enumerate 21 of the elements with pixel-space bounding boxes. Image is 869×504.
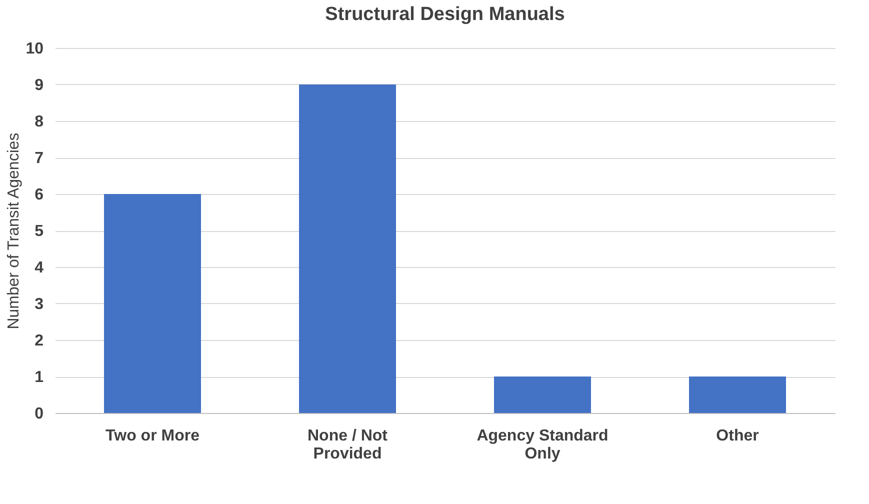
y-tick-label: 6 <box>34 186 44 204</box>
x-tick-label: None / Not Provided <box>308 428 388 462</box>
y-tick-label: 0 <box>34 406 44 422</box>
bar <box>494 376 591 413</box>
y-axis-title: Number of Transit Agencies <box>6 132 23 330</box>
bar <box>689 376 786 413</box>
x-tick-label: Two or More <box>106 428 200 444</box>
y-tick-label: 3 <box>34 296 44 313</box>
y-tick-label: 10 <box>26 40 44 58</box>
y-tick-label: 8 <box>34 114 44 130</box>
y-tick-label: 2 <box>34 332 44 350</box>
y-tick-label: 4 <box>34 260 44 276</box>
chart-title: Structural Design Manuals <box>325 4 565 25</box>
y-tick-label: 7 <box>34 150 44 167</box>
y-tick-label: 9 <box>34 77 44 94</box>
y-tick-label: 5 <box>34 223 44 240</box>
bar <box>299 84 396 413</box>
x-tick-label: Agency Standard Only <box>476 428 608 462</box>
x-tick-label: Other <box>716 428 759 444</box>
bar <box>104 194 201 413</box>
y-tick-label: 1 <box>34 369 44 386</box>
